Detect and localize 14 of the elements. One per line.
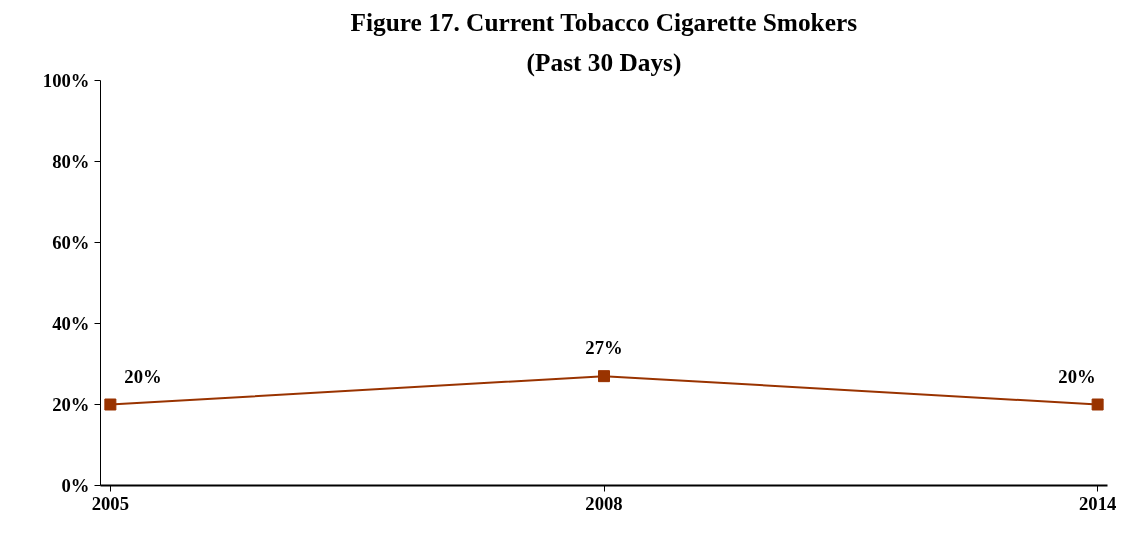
y-tick-label: 80%: [52, 151, 90, 172]
y-tick-label: 40%: [52, 313, 90, 334]
chart-title: Figure 17. Current Tobacco Cigarette Smokers: [350, 7, 858, 36]
y-tick-label: 100%: [42, 70, 90, 91]
chart-subtitle: (Past 30 Days): [526, 47, 682, 77]
y-tick-label: 0%: [61, 475, 90, 496]
data-label: 20%: [124, 365, 162, 387]
x-tick-label: 2008: [585, 492, 623, 514]
x-tick-label: 2014: [1078, 492, 1117, 514]
y-tick-label: 20%: [52, 394, 90, 415]
data-label: 20%: [1058, 365, 1096, 387]
data-label: 27%: [585, 337, 623, 359]
y-tick-label: 60%: [52, 232, 90, 253]
x-tick-label: 2005: [91, 492, 130, 514]
